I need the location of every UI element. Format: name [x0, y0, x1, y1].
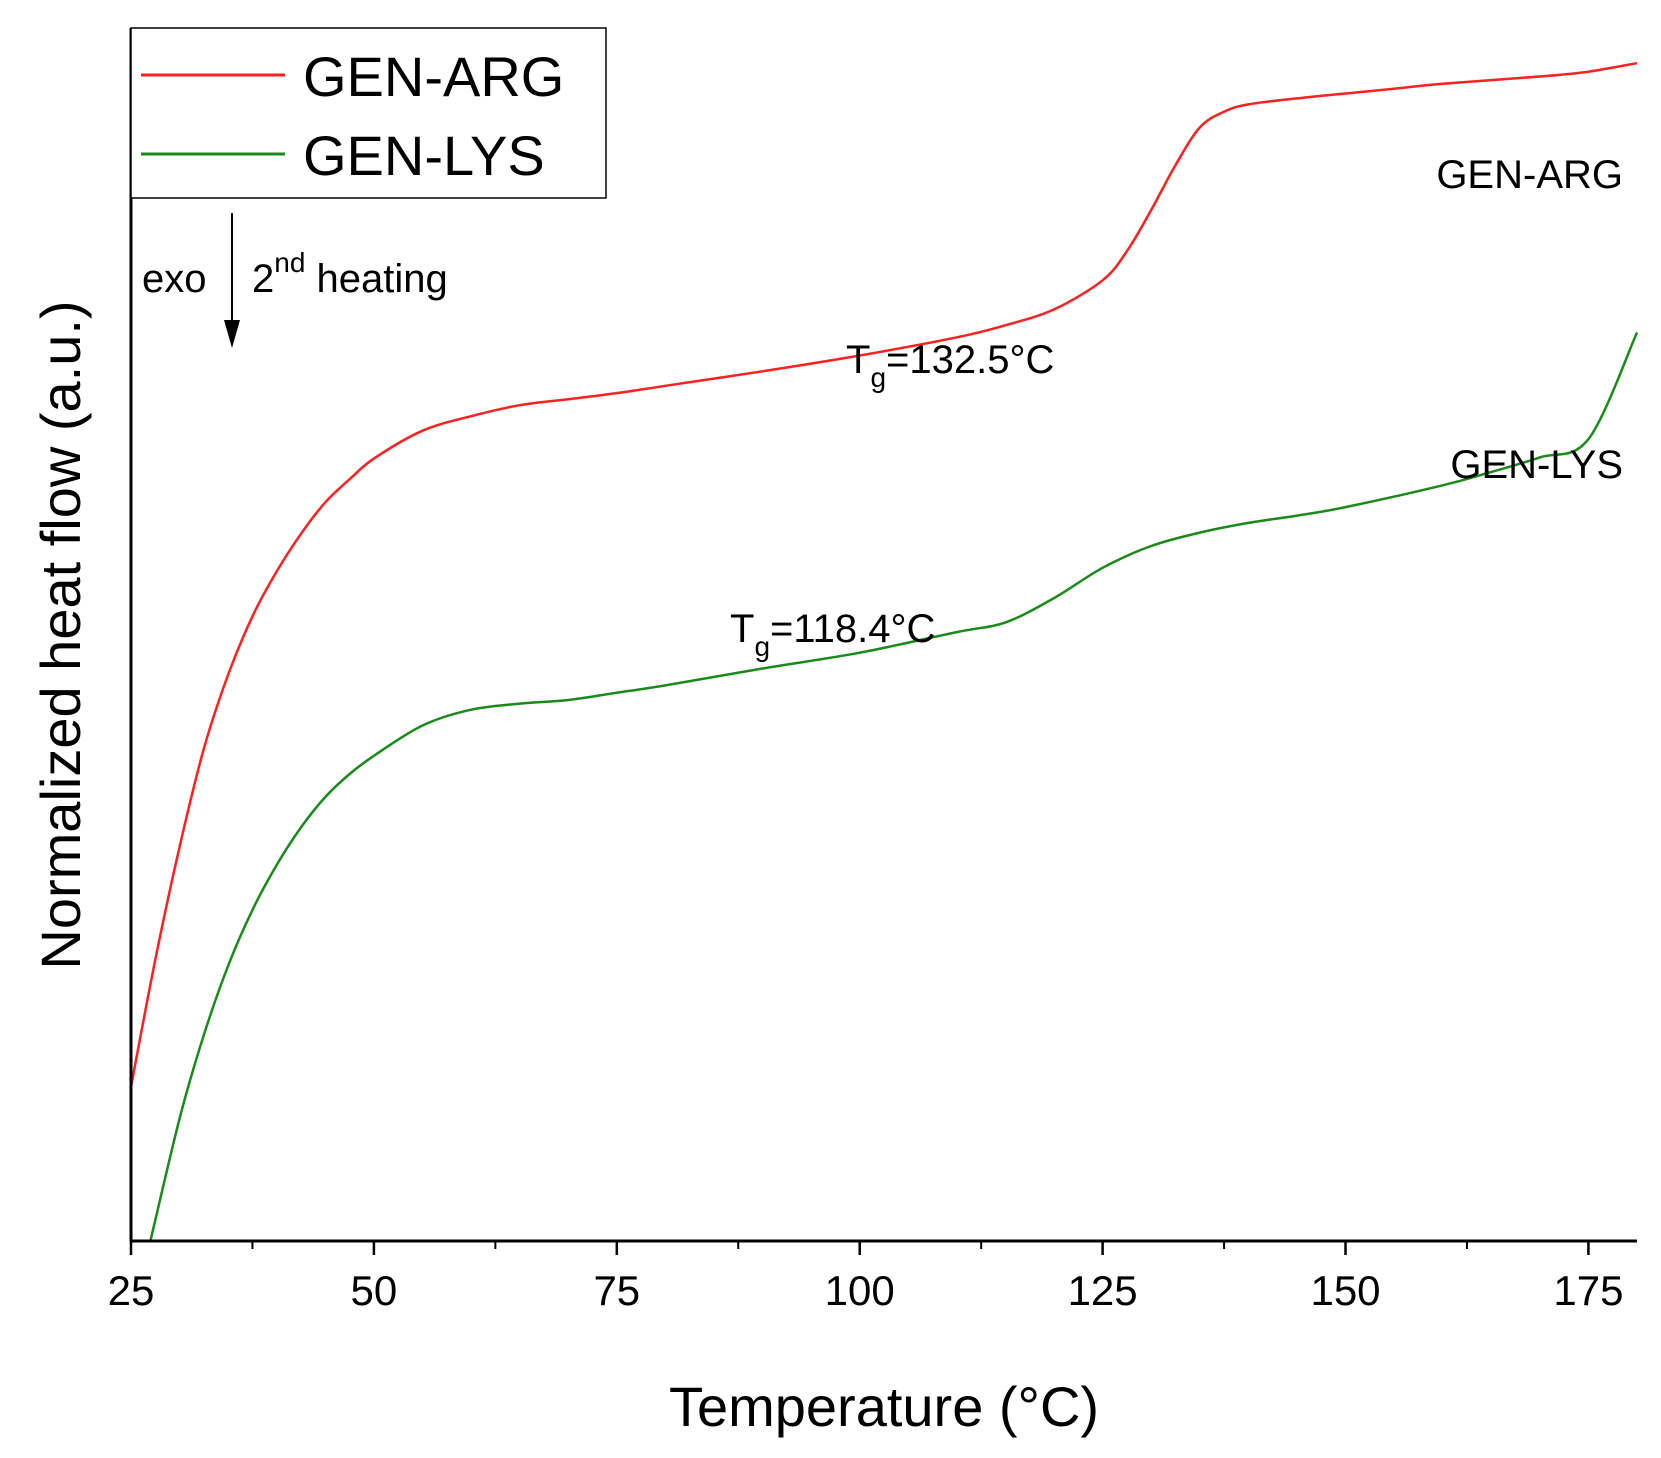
tg-lys-value: =118.4°C [770, 607, 935, 651]
legend-label-gen-arg: GEN-ARG [303, 45, 564, 108]
x-ticks: 25 50 75 100 125 150 175 [108, 1241, 1623, 1314]
x-tick-label: 150 [1310, 1267, 1380, 1314]
down-arrow-icon [224, 320, 240, 348]
heating-label: 2nd heating [252, 247, 448, 301]
curve-label-gen-lys: GEN-LYS [1450, 443, 1623, 487]
x-tick-label: 50 [351, 1267, 398, 1314]
series-line-gen-lys [149, 331, 1639, 1242]
x-tick-label: 125 [1068, 1267, 1138, 1314]
x-tick-label: 25 [108, 1267, 155, 1314]
tg-lys-main: T [730, 607, 754, 651]
tg-label-gen-lys: Tg=118.4°C [730, 607, 935, 662]
tg-lys-subscript: g [754, 631, 770, 662]
axes [129, 28, 1637, 1243]
x-axis-title: Temperature (°C) [669, 1375, 1099, 1438]
legend: GEN-ARG GEN-LYS [130, 27, 607, 199]
heating-number: 2 [252, 257, 274, 301]
x-tick-label: 100 [825, 1267, 895, 1314]
x-tick-label: 175 [1553, 1267, 1623, 1314]
tg-arg-main: T [846, 338, 870, 382]
exo-annotation: exo 2nd heating [142, 213, 448, 348]
series-line-gen-arg [129, 61, 1638, 1088]
legend-box [130, 27, 607, 199]
plot-area [129, 61, 1639, 1242]
heating-text: heating [305, 257, 447, 301]
tg-label-gen-arg: Tg=132.5°C [846, 338, 1054, 393]
legend-label-gen-lys: GEN-LYS [303, 124, 545, 187]
y-axis-title: Normalized heat flow (a.u.) [29, 300, 92, 969]
exo-label: exo [142, 257, 207, 301]
tg-arg-value: =132.5°C [886, 338, 1054, 382]
x-tick-label: 75 [593, 1267, 640, 1314]
curve-label-gen-arg: GEN-ARG [1436, 153, 1623, 197]
tg-arg-subscript: g [870, 362, 886, 393]
heating-superscript: nd [274, 247, 305, 278]
